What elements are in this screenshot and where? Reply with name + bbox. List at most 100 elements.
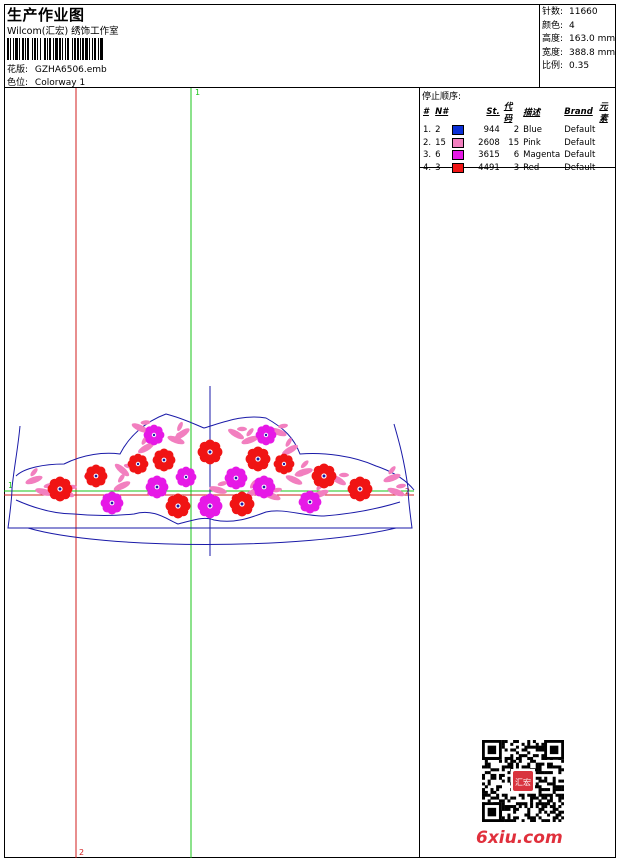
design-canvas: 1 2 1 2	[4, 88, 420, 858]
row-desc: Pink	[523, 137, 541, 148]
stop-sequence-panel: 停止顺序: # N# St. 代码 描述 Brand 元素 1. 2 944 2 Blu…	[420, 88, 616, 173]
flower	[311, 463, 337, 489]
leaf	[174, 421, 190, 440]
flower	[245, 446, 271, 472]
color-swatch-box	[452, 150, 465, 160]
barcode	[7, 38, 103, 60]
color-swatch	[450, 149, 476, 162]
design-line: 花版: GZHA6506.emb	[7, 62, 107, 75]
leaf	[282, 437, 298, 456]
leaf	[241, 428, 259, 445]
stat-stitches: 针数: 11660	[542, 7, 598, 17]
flower	[197, 439, 223, 465]
leaf	[387, 483, 406, 497]
col-num: #	[423, 107, 429, 117]
row-st: 3615	[478, 150, 500, 161]
design-label: 花版:	[7, 65, 29, 75]
red-guide-label: 2	[79, 848, 84, 857]
table-row: 2. 15 2608 15 Pink Default	[421, 137, 616, 150]
color-swatch-box	[452, 125, 465, 135]
flower	[143, 424, 165, 446]
embroidery-design: 1 2 1 2	[4, 88, 415, 858]
stat-width: 宽度: 388.8 mm	[542, 47, 616, 58]
flower	[273, 453, 295, 475]
colorway-label: 色位:	[7, 78, 29, 88]
row-n: 3	[435, 162, 441, 173]
flower	[347, 476, 373, 502]
left-guide-marker: 1	[8, 481, 13, 490]
color-swatch-box	[452, 137, 465, 148]
flower	[165, 493, 191, 519]
flower	[145, 475, 169, 499]
stop-sequence-table: # N# St. 代码 描述 Brand 元素 1. 2 944 2 Blue Defau…	[421, 100, 616, 174]
row-num: 2.	[423, 137, 432, 148]
row-brand: Default	[564, 137, 596, 148]
row-brand: Default	[564, 162, 596, 173]
header-panel: 生产作业图 Wilcom(汇宏) 绣饰工作室 花版: GZHA6506.emb …	[4, 4, 540, 88]
row-code: 15	[508, 137, 520, 148]
color-swatch	[450, 137, 476, 150]
leaf	[228, 426, 247, 440]
leaf	[131, 420, 151, 433]
row-element	[597, 149, 616, 162]
row-element	[597, 137, 616, 150]
row-brand: Default	[564, 150, 596, 161]
row-element	[597, 124, 616, 137]
flower	[84, 464, 108, 488]
colorway-value: Colorway 1	[34, 78, 86, 88]
design-file: GZHA6506.emb	[34, 65, 107, 75]
table-row: 1. 2 944 2 Blue Default	[421, 124, 616, 137]
row-code: 6	[513, 150, 520, 161]
flower	[229, 491, 255, 517]
row-desc: Magenta	[523, 150, 561, 161]
stat-height: 高度: 163.0 mm	[542, 34, 616, 44]
flower	[152, 448, 176, 472]
flower	[175, 466, 197, 488]
row-num: 1.	[423, 125, 432, 136]
page-frame	[4, 4, 616, 858]
col-st: St.	[486, 107, 500, 117]
table-row: 4. 3 4491 3 Red Default	[421, 162, 616, 175]
row-st: 4491	[478, 162, 500, 173]
row-n: 15	[435, 137, 446, 148]
row-num: 4.	[423, 162, 432, 173]
color-swatch	[450, 162, 476, 175]
page-title: 生产作业图	[7, 6, 85, 24]
flower	[127, 453, 149, 475]
green-guide-label: 1	[195, 88, 200, 97]
col-desc: 描述	[523, 108, 541, 118]
col-brand: Brand	[564, 107, 593, 117]
stat-scale: 比例: 0.35	[542, 61, 590, 71]
stat-colors: 颜色: 4	[542, 20, 575, 31]
leaf	[113, 473, 131, 491]
row-desc: Blue	[523, 125, 542, 136]
col-element: 元素	[599, 102, 608, 124]
table-row: 3. 6 3615 6 Magenta Default	[421, 149, 616, 162]
row-element	[597, 162, 616, 175]
design-outline	[7, 386, 415, 556]
color-swatch	[450, 124, 476, 137]
flower	[47, 476, 73, 502]
table-header-row: # N# St. 代码 描述 Brand 元素	[421, 100, 616, 124]
flower	[252, 475, 276, 499]
color-swatch-box	[452, 162, 465, 173]
row-code: 3	[513, 162, 520, 173]
right-guide-marker: 2	[405, 487, 410, 496]
leaf	[383, 466, 401, 483]
leaf	[25, 468, 43, 485]
leaf	[209, 481, 228, 494]
stop-sequence-title: 停止顺序:	[422, 92, 462, 102]
studio-name: Wilcom(汇宏) 绣饰工作室	[7, 26, 119, 37]
row-brand: Default	[564, 125, 596, 136]
colorway-line: 色位: Colorway 1	[7, 75, 85, 88]
col-n: N#	[435, 107, 449, 117]
row-st: 2608	[478, 137, 500, 148]
row-desc: Red	[523, 162, 540, 173]
col-code: 代码	[503, 102, 513, 124]
row-n: 6	[435, 150, 441, 161]
flower	[197, 493, 223, 519]
flower	[255, 424, 277, 446]
flower	[224, 466, 248, 490]
row-st: 944	[483, 125, 500, 136]
row-num: 3.	[423, 150, 432, 161]
